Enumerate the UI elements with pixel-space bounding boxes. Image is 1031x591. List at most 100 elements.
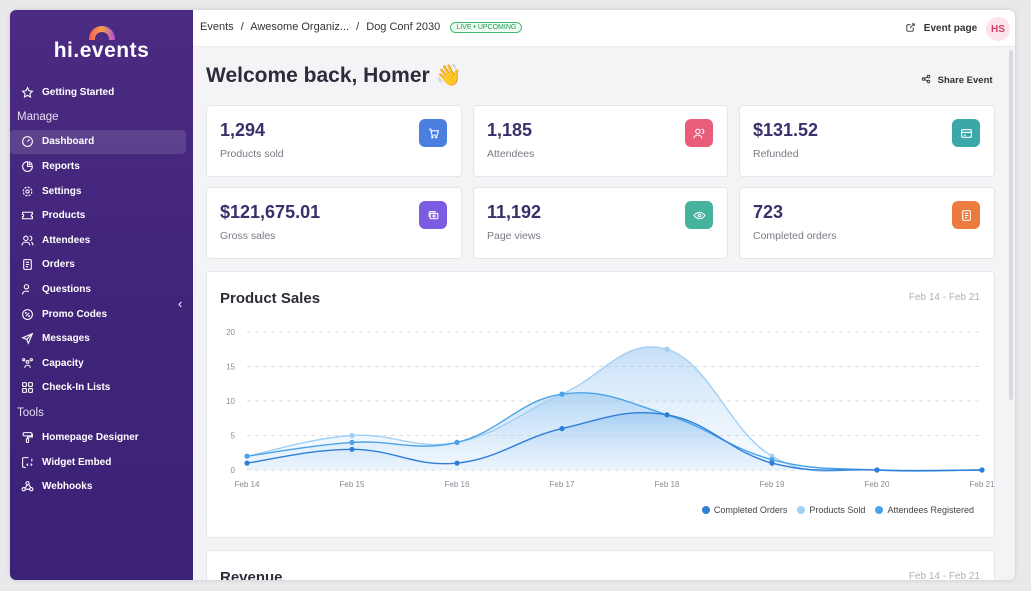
sidebar-item-label: Questions bbox=[42, 283, 91, 295]
sidebar-item-homepage-designer[interactable]: Homepage Designer bbox=[10, 425, 193, 450]
stat-label: Completed orders bbox=[753, 230, 837, 242]
stat-card-products-sold: 1,294 Products sold bbox=[206, 105, 462, 177]
share-event-button[interactable]: Share Event bbox=[921, 74, 993, 87]
stat-label: Refunded bbox=[753, 148, 799, 160]
paint-icon bbox=[20, 430, 34, 444]
chart-icon bbox=[20, 159, 34, 173]
sidebar-item-settings[interactable]: Settings bbox=[10, 179, 193, 204]
sidebar-item-label: Messages bbox=[42, 333, 90, 345]
sidebar-item-getting-started[interactable]: Getting Started bbox=[10, 80, 193, 105]
data-point-completed-orders bbox=[979, 467, 985, 473]
chart-title: Revenue bbox=[220, 569, 283, 580]
logo-mark bbox=[88, 26, 115, 40]
gear-icon bbox=[20, 184, 34, 198]
data-point-products-sold bbox=[349, 432, 355, 439]
scrollbar[interactable] bbox=[1009, 50, 1013, 400]
logo[interactable]: hi.events bbox=[10, 26, 193, 63]
sidebar-item-capacity[interactable]: Capacity bbox=[10, 351, 193, 376]
sidebar-item-label: Getting Started bbox=[42, 86, 115, 98]
sidebar-item-widget-embed[interactable]: Widget Embed bbox=[10, 450, 193, 475]
data-point-attendees-registered bbox=[244, 453, 250, 459]
gauge-icon bbox=[20, 135, 34, 149]
x-tick-label: Feb 14 bbox=[235, 480, 260, 489]
event-page-link[interactable]: Event page bbox=[905, 22, 977, 36]
data-point-attendees-registered bbox=[454, 439, 460, 445]
chart-date-range[interactable]: Feb 14 - Feb 21 bbox=[908, 571, 980, 580]
product-sales-chart: 0 5 10 15 20 Feb 14 Feb 15 Feb 16 Feb 17 Feb 18 Fe… bbox=[226, 328, 994, 489]
product-sales-card: Product Sales Feb 14 - Feb 21 0 5 10 15 20 Fe… bbox=[206, 271, 995, 538]
chart-date-range[interactable]: Feb 14 - Feb 21 bbox=[908, 292, 980, 303]
cash-icon bbox=[419, 201, 447, 229]
breadcrumb: Events / Awesome Organiz... / Dog Conf 2… bbox=[200, 21, 526, 33]
sidebar-section-tools: Tools bbox=[17, 406, 44, 419]
sidebar-item-products[interactable]: Products bbox=[10, 203, 193, 228]
star-icon bbox=[20, 85, 34, 99]
user-question-icon bbox=[20, 282, 34, 296]
stat-label: Products sold bbox=[220, 148, 284, 160]
x-tick-label: Feb 18 bbox=[655, 480, 680, 489]
stat-card-refunded: $131.52 Refunded bbox=[739, 105, 995, 177]
legend-item-attendees-registered[interactable]: Attendees Registered bbox=[875, 505, 974, 515]
breadcrumb-events[interactable]: Events bbox=[200, 21, 234, 33]
legend-item-completed-orders[interactable]: Completed Orders bbox=[701, 505, 788, 515]
data-point-completed-orders bbox=[769, 460, 775, 466]
data-point-completed-orders bbox=[664, 412, 670, 418]
revenue-card: Revenue Feb 14 - Feb 21 bbox=[206, 550, 995, 580]
legend-item-products-sold[interactable]: Products Sold bbox=[797, 505, 865, 515]
breadcrumb-organizer[interactable]: Awesome Organiz... bbox=[250, 21, 350, 33]
sidebar-item-label: Webhooks bbox=[42, 481, 93, 493]
stat-card-attendees: 1,185 Attendees bbox=[473, 105, 728, 177]
stat-value: $131.52 bbox=[753, 120, 819, 140]
y-tick-label: 0 bbox=[231, 466, 236, 475]
sidebar-item-label: Check-In Lists bbox=[42, 382, 111, 394]
legend-dot bbox=[875, 506, 884, 514]
avatar[interactable]: HS bbox=[986, 17, 1010, 41]
sidebar-item-webhooks[interactable]: Webhooks bbox=[10, 474, 193, 499]
code-icon bbox=[20, 455, 34, 469]
sidebar-nav: Getting Started Manage Dashboard Reports bbox=[10, 80, 193, 499]
breadcrumb-separator: / bbox=[240, 21, 244, 33]
legend-label: Attendees Registered bbox=[887, 505, 974, 515]
sidebar-item-reports[interactable]: Reports bbox=[10, 154, 193, 179]
sidebar-item-attendees[interactable]: Attendees bbox=[10, 228, 193, 253]
collapse-sidebar-button[interactable]: ‹ bbox=[178, 296, 183, 311]
main-content: Events / Awesome Organiz... / Dog Conf 2… bbox=[193, 10, 1015, 580]
y-tick-label: 15 bbox=[226, 363, 235, 372]
sidebar-item-messages[interactable]: Messages bbox=[10, 326, 193, 351]
x-tick-label: Feb 19 bbox=[760, 480, 785, 489]
stat-card-completed-orders: 723 Completed orders bbox=[739, 187, 995, 259]
x-tick-label: Feb 21 bbox=[970, 480, 994, 489]
stat-card-page-views: 11,192 Page views bbox=[473, 187, 728, 259]
app-window: hi.events Getting Started Manage Dashboa… bbox=[10, 10, 1015, 580]
data-point-completed-orders bbox=[874, 467, 880, 473]
discount-icon bbox=[20, 307, 34, 321]
cart-icon bbox=[419, 119, 447, 147]
stat-label: Gross sales bbox=[220, 230, 276, 242]
sidebar-item-dashboard[interactable]: Dashboard bbox=[10, 129, 186, 155]
sidebar-item-label: Products bbox=[42, 210, 86, 222]
sidebar: hi.events Getting Started Manage Dashboa… bbox=[10, 10, 193, 580]
data-point-completed-orders bbox=[244, 460, 250, 466]
share-icon bbox=[921, 74, 931, 87]
sidebar-item-promo-codes[interactable]: Promo Codes bbox=[10, 302, 193, 327]
send-icon bbox=[20, 332, 34, 346]
legend-label: Completed Orders bbox=[713, 505, 788, 515]
sidebar-item-orders[interactable]: Orders bbox=[10, 253, 193, 278]
sidebar-item-check-in-lists[interactable]: Check-In Lists bbox=[10, 376, 193, 401]
data-point-completed-orders bbox=[559, 426, 565, 432]
data-point-products-sold bbox=[664, 346, 670, 352]
y-tick-label: 20 bbox=[226, 328, 235, 337]
ticket-icon bbox=[20, 209, 34, 223]
refund-icon bbox=[952, 119, 980, 147]
sidebar-item-questions[interactable]: Questions bbox=[10, 277, 193, 302]
sidebar-section-manage: Manage bbox=[17, 111, 59, 124]
receipt-icon bbox=[20, 258, 34, 272]
chart-title: Product Sales bbox=[220, 290, 321, 307]
series-area-completed-orders bbox=[247, 412, 982, 471]
sidebar-item-label: Reports bbox=[42, 160, 80, 172]
sidebar-item-label: Widget Embed bbox=[42, 456, 112, 468]
breadcrumb-event[interactable]: Dog Conf 2030 bbox=[366, 21, 441, 33]
webhook-icon bbox=[20, 480, 34, 494]
y-tick-label: 10 bbox=[226, 397, 235, 406]
status-badge: LIVE • UPCOMING bbox=[450, 22, 523, 33]
